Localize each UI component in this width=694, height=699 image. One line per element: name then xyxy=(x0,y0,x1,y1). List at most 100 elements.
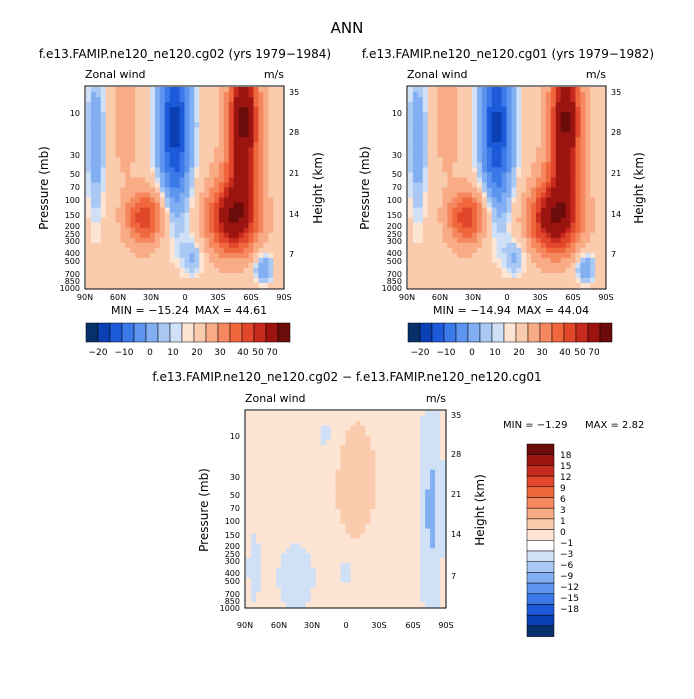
contour-cell xyxy=(290,582,297,588)
y-tick: 30 xyxy=(392,151,402,160)
contour-cell xyxy=(375,518,381,525)
contour-cell xyxy=(145,282,151,289)
contour-cell xyxy=(250,513,257,520)
contour-cell xyxy=(243,192,249,198)
contour-cell xyxy=(457,242,463,249)
contour-cell xyxy=(270,489,277,495)
contour-cell xyxy=(476,87,483,93)
contour-cell xyxy=(516,267,522,274)
contour-cell xyxy=(145,147,151,153)
contour-cell xyxy=(408,152,414,158)
colorbar-labels: 18 15 12 9 6 3 1 0 −1 −3 −6 −9 −12 −15 −… xyxy=(560,451,579,615)
contour-cell xyxy=(575,247,581,254)
contour-cell xyxy=(385,518,391,525)
contour-cell xyxy=(189,237,195,244)
contour-cell xyxy=(435,558,441,564)
contour-cell xyxy=(340,411,346,417)
contour-cell xyxy=(130,172,136,178)
contour-cell xyxy=(365,420,371,427)
contour-cell xyxy=(120,217,126,224)
y-tick: 70 xyxy=(230,504,240,513)
contour-cell xyxy=(258,202,264,208)
contour-cell xyxy=(260,513,267,520)
contour-cell xyxy=(395,460,401,466)
contour-cell xyxy=(278,252,284,259)
contour-cell xyxy=(130,97,136,103)
contour-cell xyxy=(278,202,284,208)
contour-cell xyxy=(238,282,244,289)
contour-cell xyxy=(405,420,411,427)
contour-cell xyxy=(330,450,336,456)
contour-cell xyxy=(467,137,473,143)
contour-cell xyxy=(199,247,205,254)
contour-cell xyxy=(365,523,371,529)
contour-cell xyxy=(248,172,254,178)
contour-cell xyxy=(243,112,249,118)
contour-cell xyxy=(310,469,317,476)
contour-cell xyxy=(370,543,376,549)
contour-cell xyxy=(400,513,406,520)
contour-cell xyxy=(345,558,351,564)
contour-cell xyxy=(375,548,381,554)
contour-cell xyxy=(600,157,606,163)
contour-cell xyxy=(472,197,478,203)
contour-cell xyxy=(310,474,317,480)
contour-cell xyxy=(467,92,473,98)
contour-cell xyxy=(300,489,307,495)
contour-cell xyxy=(140,172,146,178)
contour-cell xyxy=(575,212,581,219)
contour-cell xyxy=(223,257,230,264)
contour-cell xyxy=(130,112,136,118)
contour-cell xyxy=(440,553,446,559)
contour-cell xyxy=(580,257,586,264)
contour-cell xyxy=(169,202,176,208)
contour-cell xyxy=(580,112,586,118)
contour-cell xyxy=(115,122,121,128)
contour-cell xyxy=(285,572,292,578)
contour-cell xyxy=(270,430,277,436)
contour-cell xyxy=(273,242,279,249)
contour-cell xyxy=(570,257,576,264)
contour-cell xyxy=(340,523,346,529)
contour-cell xyxy=(412,202,419,208)
contour-cell xyxy=(452,182,458,188)
contour-cell xyxy=(270,479,277,485)
contour-cell xyxy=(130,182,136,188)
contour-cell xyxy=(481,277,488,284)
contour-cell xyxy=(258,97,264,103)
contour-cell xyxy=(243,242,249,249)
contour-cell xyxy=(355,484,361,490)
contour-cell xyxy=(340,538,346,544)
contour-cell xyxy=(370,430,376,436)
contour-cell xyxy=(486,177,493,183)
contour-cell xyxy=(472,237,478,244)
contour-cell xyxy=(125,122,131,128)
contour-cell xyxy=(335,567,341,574)
contour-cell xyxy=(130,117,136,123)
contour-cell xyxy=(228,157,235,163)
contour-cell xyxy=(159,172,166,178)
contour-cell xyxy=(585,157,591,163)
contour-cell xyxy=(253,107,259,113)
contour-cell xyxy=(305,411,312,417)
contour-cell xyxy=(315,430,322,436)
contour-cell xyxy=(340,489,346,495)
contour-cell xyxy=(250,543,257,549)
contour-cell xyxy=(246,450,252,456)
contour-cell xyxy=(496,157,502,163)
colorbar-swatch xyxy=(109,322,123,343)
contour-cell xyxy=(467,252,473,259)
contour-cell xyxy=(290,504,297,510)
contour-cell xyxy=(130,267,136,274)
contour-cell xyxy=(427,282,434,289)
contour-cell xyxy=(570,162,576,168)
contour-cell xyxy=(501,162,507,168)
contour-cell xyxy=(375,474,381,480)
contour-cell xyxy=(427,267,434,274)
contour-cell xyxy=(385,420,391,427)
contour-cell xyxy=(310,567,317,574)
contour-cell xyxy=(390,538,396,544)
contour-cell xyxy=(285,464,292,471)
contour-cell xyxy=(90,92,97,98)
contour-cell xyxy=(260,562,267,569)
